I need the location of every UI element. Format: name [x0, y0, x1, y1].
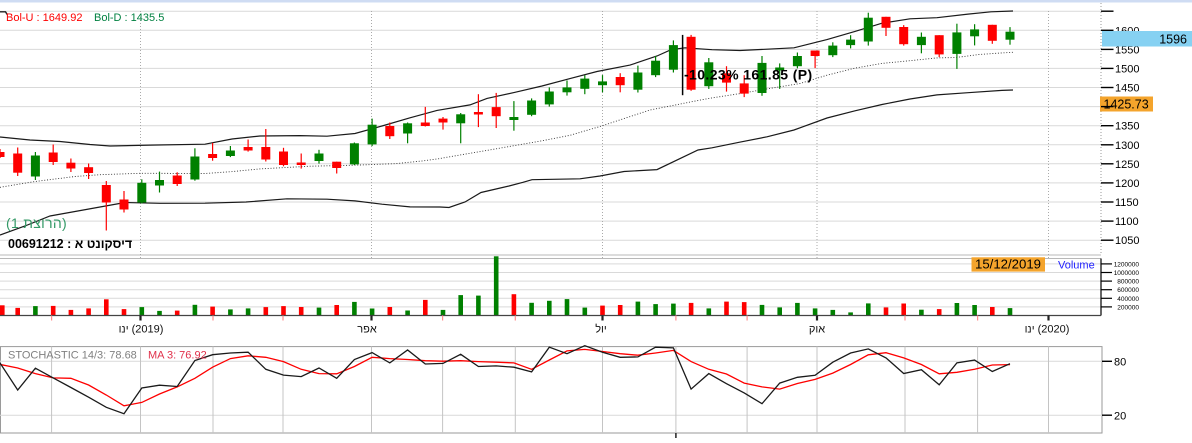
svg-text:1050: 1050: [1115, 235, 1139, 247]
svg-text:MA 3: 76.92: MA 3: 76.92: [148, 350, 207, 362]
svg-text:1150: 1150: [1115, 197, 1139, 209]
svg-text:Bol-D : 1435.5: Bol-D : 1435.5: [94, 12, 164, 24]
svg-text:אוק: אוק: [809, 324, 825, 336]
svg-text:1550: 1550: [1115, 44, 1139, 56]
svg-text:200000: 200000: [1117, 304, 1139, 311]
svg-text:1000000: 1000000: [1114, 270, 1140, 277]
svg-text:00691212 : דיסקונט א: 00691212 : דיסקונט א: [8, 237, 132, 251]
svg-text:STOCHASTIC 14/3: 78.68: STOCHASTIC 14/3: 78.68: [8, 350, 137, 362]
svg-text:‭וני (2020)‬: ‭וני (2020)‬: [1025, 324, 1070, 336]
svg-text:1425.73: 1425.73: [1104, 98, 1149, 112]
svg-text:800000: 800000: [1117, 279, 1139, 286]
svg-text:20: 20: [1114, 411, 1126, 423]
svg-text:400000: 400000: [1117, 296, 1139, 303]
svg-text:1350: 1350: [1115, 121, 1139, 133]
svg-text:‭וני (2019)‬: ‭וני (2019)‬: [119, 324, 164, 336]
svg-text:1500: 1500: [1115, 63, 1139, 75]
svg-text:1450: 1450: [1115, 83, 1139, 95]
svg-text:1200: 1200: [1115, 178, 1139, 190]
svg-text:1250: 1250: [1115, 159, 1139, 171]
svg-text:1100: 1100: [1115, 216, 1139, 228]
svg-text:Volume: Volume: [1058, 260, 1095, 272]
svg-text:1596: 1596: [1159, 33, 1187, 47]
svg-text:80: 80: [1114, 357, 1126, 369]
svg-text:Bol-U : 1649.92: Bol-U : 1649.92: [6, 12, 82, 24]
svg-text:-10.23% 161.85 (P): -10.23% 161.85 (P): [684, 67, 813, 83]
svg-text:אפר: אפר: [357, 324, 377, 336]
svg-text:1200000: 1200000: [1114, 261, 1140, 268]
svg-text:15/12/2019: 15/12/2019: [975, 257, 1041, 272]
svg-text:1300: 1300: [1115, 140, 1139, 152]
svg-text:יול: יול: [595, 323, 607, 336]
svg-text:(1 תצורה): (1 תצורה): [6, 215, 67, 231]
svg-text:600000: 600000: [1117, 287, 1139, 294]
